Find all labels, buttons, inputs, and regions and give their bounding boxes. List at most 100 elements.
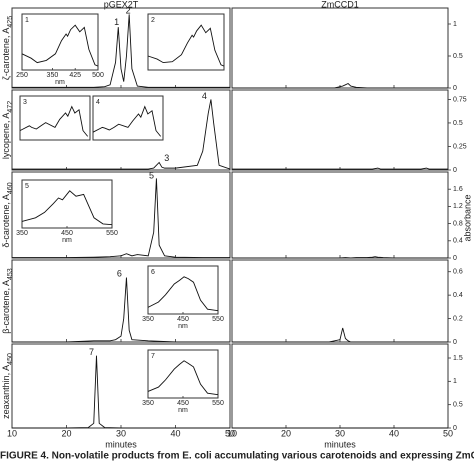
inset-axis-label: nm [178,323,188,330]
panel-frame [231,171,449,259]
y-tick-label: 0 [453,425,457,432]
panel-frame [231,259,449,343]
y-axis-label-sub: 450 [7,353,14,365]
x-tick-label: 40 [170,428,180,438]
y-axis-label-sub: 460 [7,182,14,194]
x-tick-label: 30 [116,428,126,438]
panel-title: pGEX2T [104,0,139,9]
chromatogram-line [12,14,230,88]
inset-axis-label: nm [178,407,188,414]
inset-tick-label: 450 [177,400,189,407]
y-tick-label: 0.5 [453,402,463,409]
y-axis-label: δ-carotene, A460 [1,182,13,247]
spectrum-line [19,105,89,137]
x-tick-label: 10 [7,428,17,438]
y-axis-label-text: ζ-carotene, A [1,28,11,81]
y-tick-label: 0.4 [453,238,463,245]
peak-label: 5 [149,171,154,181]
peak-label: 2 [126,6,131,16]
chromatogram-line [232,167,448,170]
spectrum-line [147,360,219,396]
chromatogram-line [232,256,448,259]
inset-frame [21,13,99,71]
inset-axis-label: nm [55,79,65,86]
inset-tick-label: 350 [16,230,28,237]
y-tick-label: 0.25 [453,143,467,150]
inset-axis-label: nm [62,237,72,244]
panel-title: ZmCCD1 [321,0,359,9]
inset-label: 6 [151,269,155,276]
y-tick-label: 0 [453,255,457,262]
peak-label: 6 [117,268,122,278]
spectrum-line [21,24,99,67]
y-tick-label: 0.5 [453,53,463,60]
x-tick-label: 20 [61,428,71,438]
y-tick-label: 1.6 [453,186,463,193]
x-axis-label: minutes [105,439,137,449]
inset-label: 4 [96,99,100,106]
y-tick-label: 0.75 [453,96,467,103]
y-axis-label-text: β-carotene, A [1,280,11,334]
y-tick-label: 0.2 [453,315,463,322]
y-axis-label: β-carotene, A453 [1,268,13,334]
y-tick-label: 1 [453,378,457,385]
inset-frame [147,13,225,71]
y-axis-label-sub: 472 [7,101,14,113]
x-tick-label: 50 [443,428,453,438]
y-tick-label: 1 [453,21,457,28]
y-tick-label: 1.2 [453,203,463,210]
inset-tick-label: 250 [16,72,28,79]
y-axis-label-text: lycopene, A [1,113,11,160]
x-tick-label: 10 [227,428,237,438]
y-axis-label-text: zeaxanthin, A [1,365,11,419]
inset-tick-label: 550 [212,400,224,407]
inset-frame [147,349,219,399]
chromatogram-line [232,82,448,89]
spectrum-line [147,276,219,312]
inset-tick-label: 350 [142,400,154,407]
x-axis-label: minutes [324,439,356,449]
inset-frame [92,95,164,141]
caption: FIGURE 4. Non-volatile products from E. … [0,451,474,461]
inset-tick-label: 425 [69,72,81,79]
chromatogram-line [12,99,231,170]
inset-tick-label: 550 [106,230,118,237]
inset-tick-label: 500 [92,72,104,79]
y-tick-label: 0 [453,167,457,174]
y-axis-label: zeaxanthin, A450 [1,353,13,419]
y-axis-label-text: δ-carotene, A [1,194,11,248]
y-tick-label: 0.8 [453,220,463,227]
y-tick-label: 0 [453,85,457,92]
chromatogram-line [232,327,448,343]
inset-frame [19,95,91,141]
peak-label: 1 [114,17,119,27]
x-tick-label: 30 [335,428,345,438]
y-tick-label: 1.5 [453,355,463,362]
chromatogram-line [12,178,230,259]
panel-frame [231,343,449,429]
y-tick-label: 0.4 [453,292,463,299]
inset-label: 3 [23,99,27,106]
x-tick-label: 20 [281,428,291,438]
y-tick-label: 0.5 [453,120,463,127]
inset-tick-label: 550 [212,316,224,323]
chromatogram-line [12,277,230,343]
peak-label: 4 [202,91,207,101]
y-tick-label: 0 [453,339,457,346]
x-tick-label: 40 [389,428,399,438]
inset-frame [147,265,219,315]
peak-label: 7 [89,347,94,357]
inset-label: 1 [25,17,29,24]
y-axis-label-sub: 453 [7,268,14,280]
inset-tick-label: 450 [177,316,189,323]
inset-label: 5 [25,183,29,190]
spectrum-line [147,24,225,67]
chromatogram-line [12,355,230,429]
peak-label: 3 [164,153,169,163]
y2-axis-label: absorbance [462,194,472,241]
y-axis-label: lycopene, A472 [1,101,13,159]
inset-label: 2 [151,17,155,24]
y-axis-label-sub: 425 [7,16,14,28]
y-tick-label: 0.6 [453,269,463,276]
